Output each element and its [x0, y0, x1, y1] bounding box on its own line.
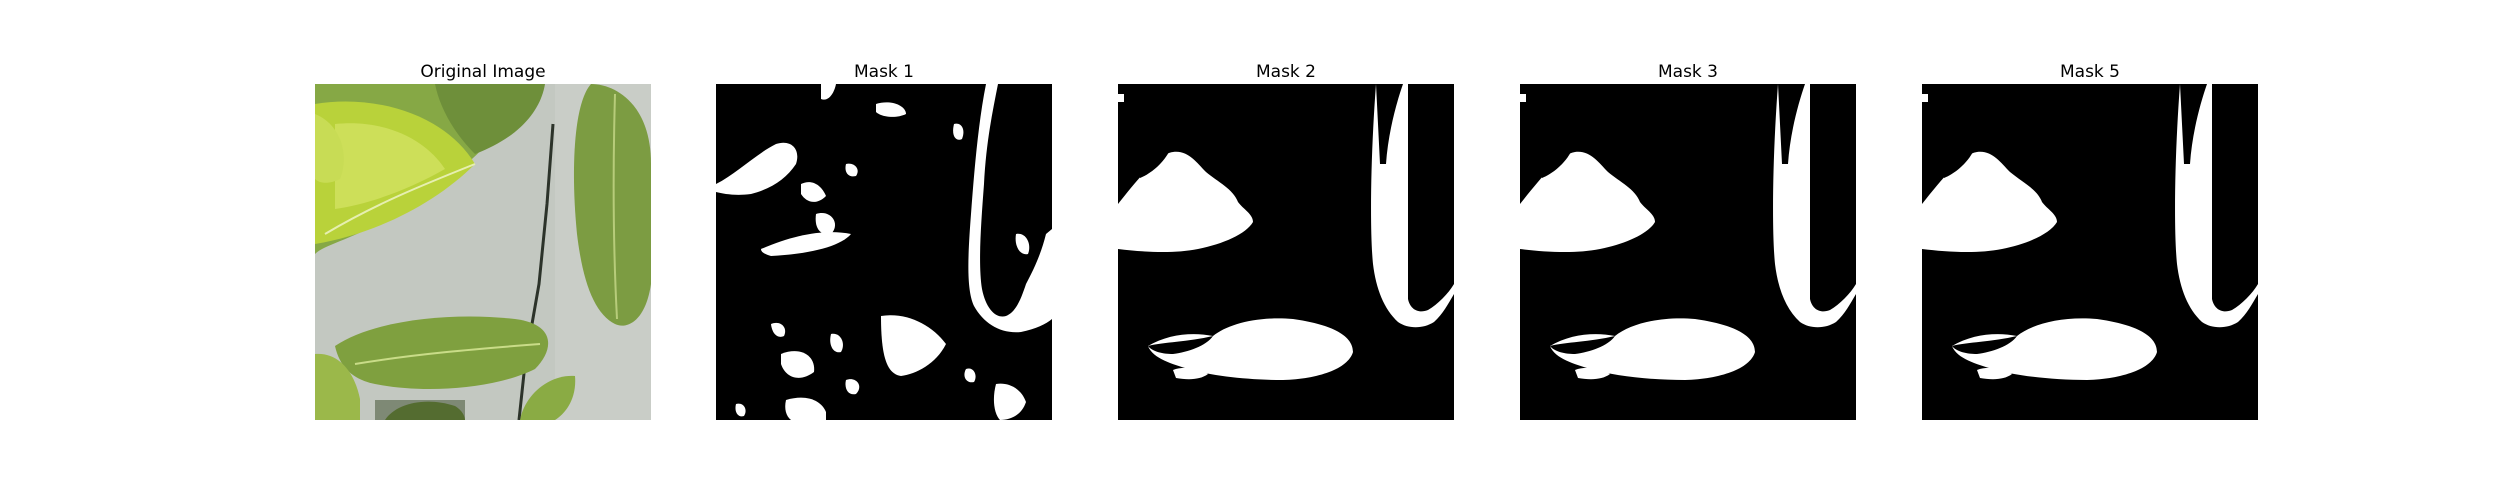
leaf-top-left-small [315, 114, 344, 183]
leaf-top-left-vein [324, 163, 476, 235]
leaf-bottom-right [520, 375, 576, 420]
panel-title: Mask 2 [1255, 62, 1316, 82]
mask-image [1922, 84, 2258, 420]
panel-title: Mask 3 [1657, 62, 1718, 82]
leaf-right-vein [612, 93, 618, 320]
leaf-bottom-left [315, 353, 360, 420]
leaf-right [573, 84, 651, 326]
panel-title: Mask 5 [2059, 62, 2120, 82]
mask-foreground [1520, 84, 1856, 380]
mask-foreground [1922, 84, 2258, 380]
wall-crack [517, 123, 555, 420]
mask-image [1520, 84, 1856, 420]
dark-shadow [375, 400, 465, 420]
mask-foreground [716, 84, 1052, 420]
panel-title: Mask 1 [853, 62, 914, 82]
mask-image [716, 84, 1052, 420]
leaf-bottom-vein [354, 343, 541, 365]
leaf-top-left-highlight [335, 123, 445, 209]
mask-image [1118, 84, 1454, 420]
leaf-top-dark [435, 84, 545, 154]
mask-foreground [1118, 84, 1454, 380]
panel-title: Original Image [420, 62, 546, 82]
original-photo [315, 84, 651, 420]
